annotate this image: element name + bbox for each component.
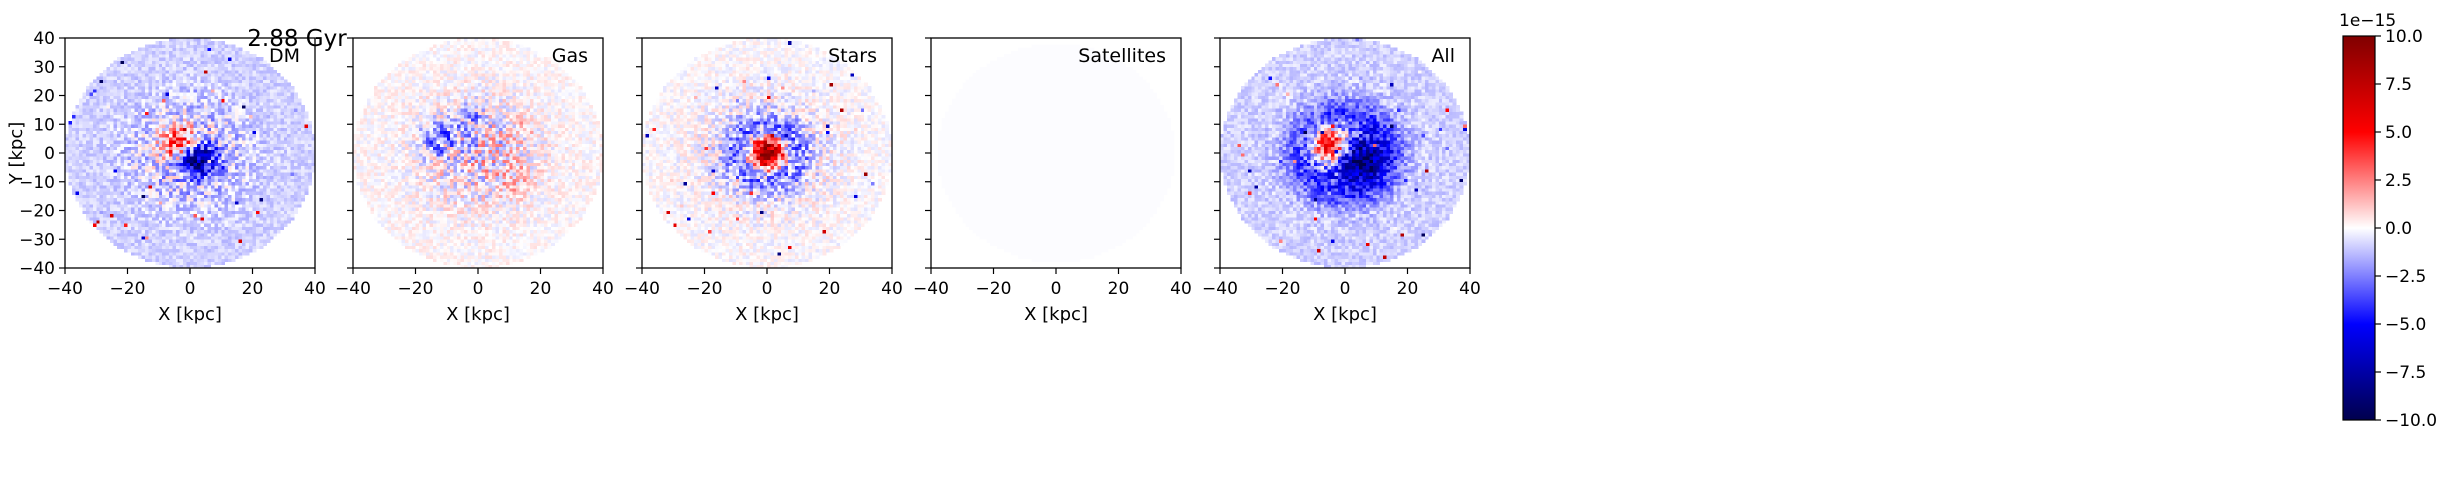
x-tick-label: −40 xyxy=(1202,279,1238,299)
x-axis-label: X [kpc] xyxy=(1024,304,1088,325)
y-tick-label: 30 xyxy=(33,58,55,78)
y-tick-label: 20 xyxy=(33,87,55,107)
colorbar-gradient xyxy=(2342,35,2376,421)
x-tick-label: 0 xyxy=(762,279,773,299)
heatmap-cells xyxy=(642,38,893,269)
x-tick-label: −40 xyxy=(624,279,660,299)
y-tick-label: −10 xyxy=(19,173,55,193)
x-tick-label: 40 xyxy=(1459,279,1481,299)
panel-label: Gas xyxy=(552,45,588,67)
x-axis-label: X [kpc] xyxy=(1313,304,1377,325)
colorbar-offset-label: 1e−15 xyxy=(2339,11,2396,31)
colorbar-tick-label: −10.0 xyxy=(2385,411,2437,431)
x-tick-label: −20 xyxy=(976,279,1012,299)
x-tick-label: 0 xyxy=(473,279,484,299)
colorbar-tick-label: 5.0 xyxy=(2385,123,2412,143)
colorbar-tick-label: −2.5 xyxy=(2385,267,2426,287)
y-tick-label: 0 xyxy=(44,144,55,164)
figure-title: 2.88 Gyr xyxy=(247,26,347,52)
x-tick-label: 0 xyxy=(1051,279,1062,299)
heatmap-cells xyxy=(1220,38,1471,269)
x-tick-label: 20 xyxy=(242,279,264,299)
colorbar-tick-label: 2.5 xyxy=(2385,171,2412,191)
y-tick-label: 10 xyxy=(33,115,55,135)
y-tick-label: −30 xyxy=(19,230,55,250)
x-tick-label: 20 xyxy=(1397,279,1419,299)
panel-all: −40 −20 0 20 40 X [kpc] All xyxy=(1202,37,1481,325)
panel-gas: −40 −20 0 20 40 X [kpc] Gas xyxy=(335,37,614,325)
panel-label: All xyxy=(1431,45,1455,67)
heatmap-cells xyxy=(937,44,1175,263)
x-tick-label: 20 xyxy=(819,279,841,299)
x-tick-label: 0 xyxy=(185,279,196,299)
x-tick-label: 0 xyxy=(1340,279,1351,299)
colorbar-tick-label: 0.0 xyxy=(2385,219,2412,239)
x-tick-label: 40 xyxy=(592,279,614,299)
x-tick-label: 40 xyxy=(881,279,903,299)
panels: −40 −20 0 20 40 40 30 20 10 0 −10 −20 −30 −40 X [kpc] Y… xyxy=(6,29,1481,325)
x-tick-label: −20 xyxy=(687,279,723,299)
colorbar-tick-label: 10.0 xyxy=(2385,27,2423,47)
x-tick-label: −40 xyxy=(913,279,949,299)
colorbar-tick-label: −7.5 xyxy=(2385,363,2426,383)
x-tick-label: 40 xyxy=(304,279,326,299)
x-axis-label: X [kpc] xyxy=(446,304,510,325)
x-tick-label: −20 xyxy=(398,279,434,299)
y-tick-label: −40 xyxy=(19,259,55,279)
panel-satellites: −40 −20 0 20 40 X [kpc] Satellites xyxy=(913,37,1192,325)
x-tick-label: −40 xyxy=(47,279,83,299)
panel-stars: −40 −20 0 20 40 X [kpc] Stars xyxy=(624,37,903,325)
x-axis-label: X [kpc] xyxy=(735,304,799,325)
panel-label: DM xyxy=(269,45,300,67)
colorbar: 10.0 7.5 5.0 2.5 0.0 −2.5 −5.0 −7.5 −10.0 1e−15 xyxy=(2339,11,2437,431)
heatmap-cells xyxy=(65,38,316,269)
x-tick-label: −40 xyxy=(335,279,371,299)
x-tick-label: 40 xyxy=(1170,279,1192,299)
y-axis-label: Y [kpc] xyxy=(6,122,27,186)
x-tick-label: 20 xyxy=(530,279,552,299)
panel-label: Stars xyxy=(828,45,877,67)
panel-dm: −40 −20 0 20 40 40 30 20 10 0 −10 −20 −30 −40 X [kpc] Y… xyxy=(6,29,326,325)
x-axis-label: X [kpc] xyxy=(158,304,222,325)
y-tick-label: 40 xyxy=(33,29,55,49)
y-tick-label: −20 xyxy=(19,202,55,222)
x-tick-label: 20 xyxy=(1108,279,1130,299)
heatmap-cells xyxy=(353,38,604,269)
x-tick-label: −20 xyxy=(1265,279,1301,299)
x-tick-label: −20 xyxy=(110,279,146,299)
colorbar-tick-label: −5.0 xyxy=(2385,315,2426,335)
colorbar-tick-label: 7.5 xyxy=(2385,75,2412,95)
panel-label: Satellites xyxy=(1078,45,1166,67)
